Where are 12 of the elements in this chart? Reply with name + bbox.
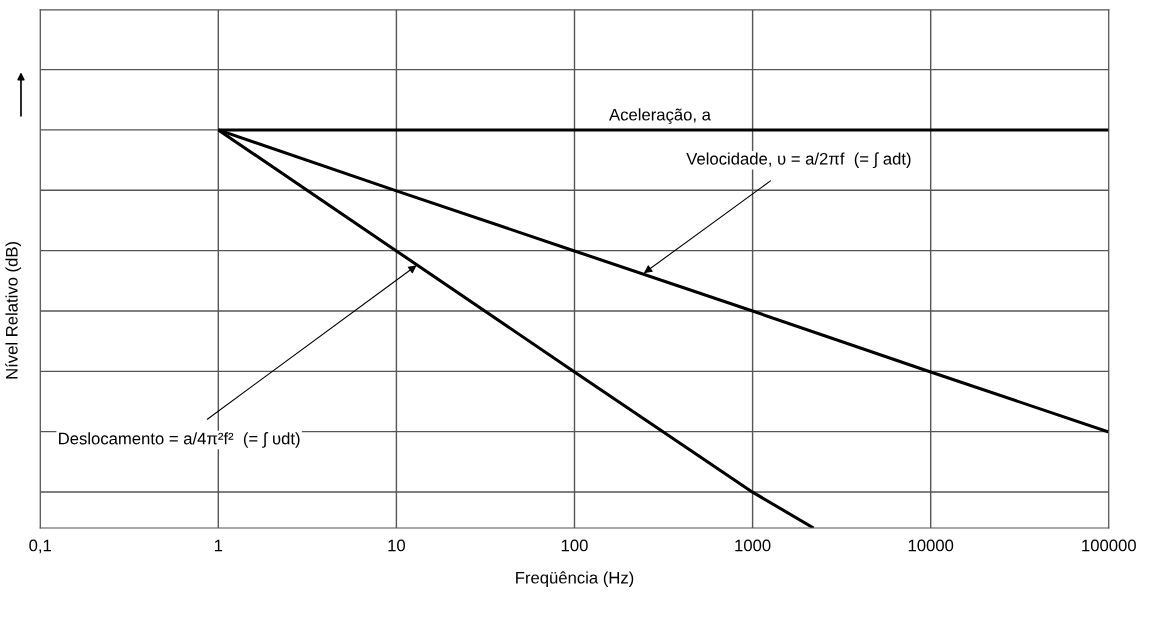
x-tick-label: 1 xyxy=(214,539,223,552)
x-axis-title: Freqüência (Hz) xyxy=(516,571,634,587)
x-tick-label: 1000 xyxy=(735,539,771,552)
y-axis-title: Nível Relativo (dB) xyxy=(5,241,21,379)
annotation: Deslocamento = a/4π²f² (= ∫ υdt) xyxy=(59,432,300,448)
x-tick-label: 10000 xyxy=(908,539,954,552)
x-tick-label: 10 xyxy=(388,539,406,552)
annotation: Velocidade, υ = a/2πf (= ∫ adt) xyxy=(686,152,911,169)
x-tick-label: 100000 xyxy=(1082,539,1136,552)
x-tick-label: 100 xyxy=(561,539,588,552)
x-tick-label: 0,1 xyxy=(29,539,51,554)
text: Aceleração, a xyxy=(609,108,711,124)
